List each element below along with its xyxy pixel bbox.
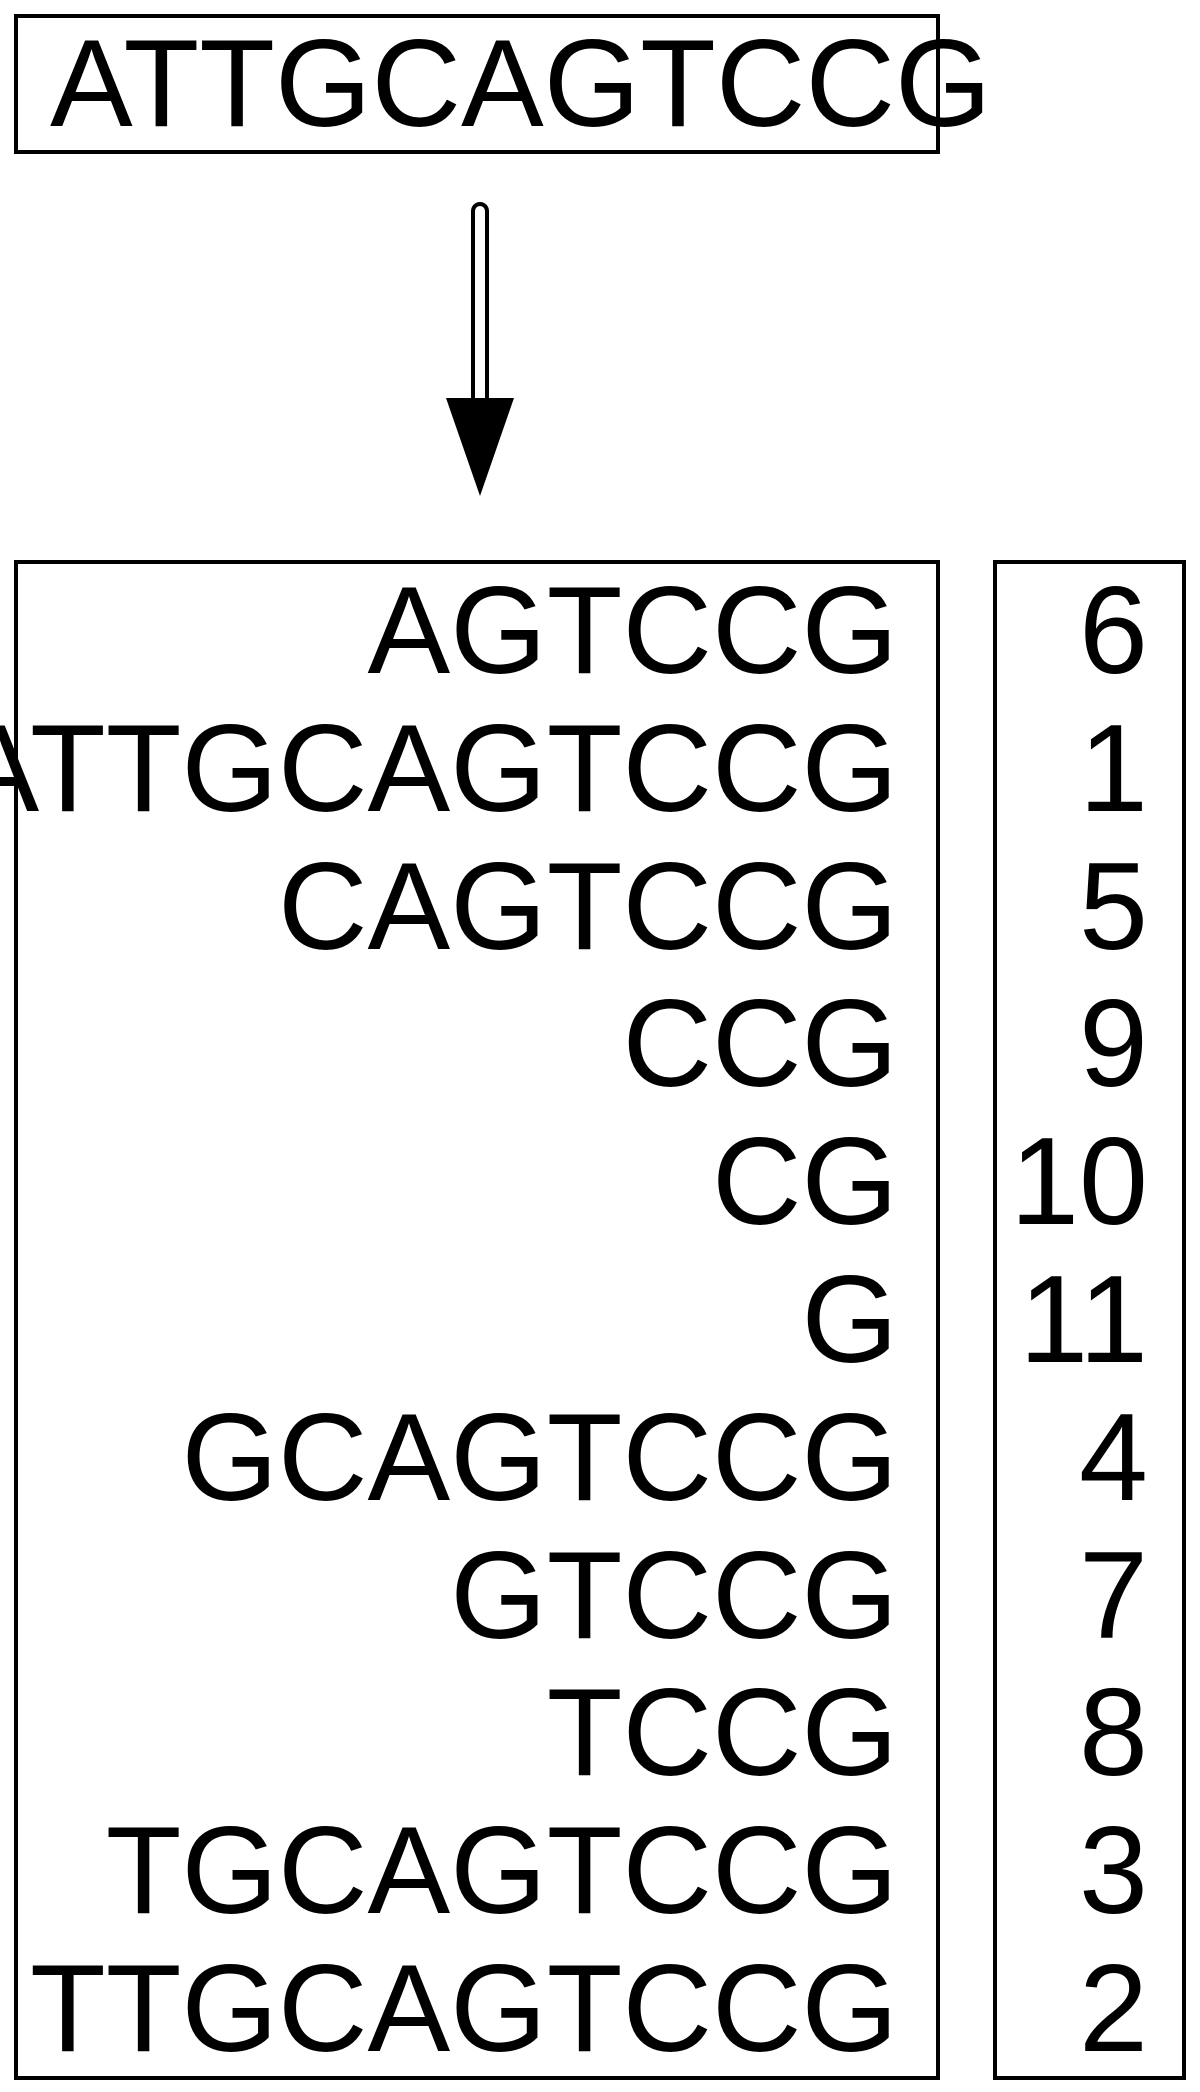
suffix-index: 10: [1010, 1113, 1148, 1251]
suffix-text: GCAGTCCG: [181, 1389, 898, 1527]
suffix-index: 9: [1079, 975, 1148, 1113]
suffix-index: 6: [1079, 562, 1148, 700]
suffix-index: 11: [1019, 1251, 1148, 1389]
suffix-index: 8: [1079, 1664, 1148, 1802]
suffix-text: CG: [712, 1113, 898, 1251]
suffix-text: CAGTCCG: [278, 838, 898, 976]
suffix-text: CCG: [622, 975, 898, 1113]
suffix-text: TCCG: [546, 1664, 898, 1802]
suffix-text: TTGCAGTCCG: [30, 1940, 898, 2078]
suffix-text: TGCAGTCCG: [105, 1802, 898, 1940]
suffix-index-box: 6 1 5 9 10 11 4 7 8 3 2: [993, 560, 1186, 2080]
suffix-text: GTCCG: [450, 1527, 898, 1665]
suffix-text: ATTGCAGTCCG: [0, 700, 898, 838]
suffix-index: 1: [1079, 700, 1148, 838]
suffix-text: AGTCCG: [367, 562, 898, 700]
suffix-index: 3: [1079, 1802, 1148, 1940]
down-arrow-icon: [446, 202, 514, 496]
suffix-index: 5: [1079, 838, 1148, 976]
suffix-index: 7: [1079, 1527, 1148, 1665]
suffix-index: 4: [1079, 1389, 1148, 1527]
sorted-suffixes-box: AGTCCG ATTGCAGTCCG CAGTCCG CCG CG G GCAGTCCG GT…: [0, 560, 940, 2080]
input-sequence-box: ATTGCAGTCCG: [14, 14, 991, 154]
input-sequence: ATTGCAGTCCG: [50, 15, 992, 153]
suffix-text: G: [801, 1251, 898, 1389]
suffix-index: 2: [1079, 1940, 1148, 2078]
